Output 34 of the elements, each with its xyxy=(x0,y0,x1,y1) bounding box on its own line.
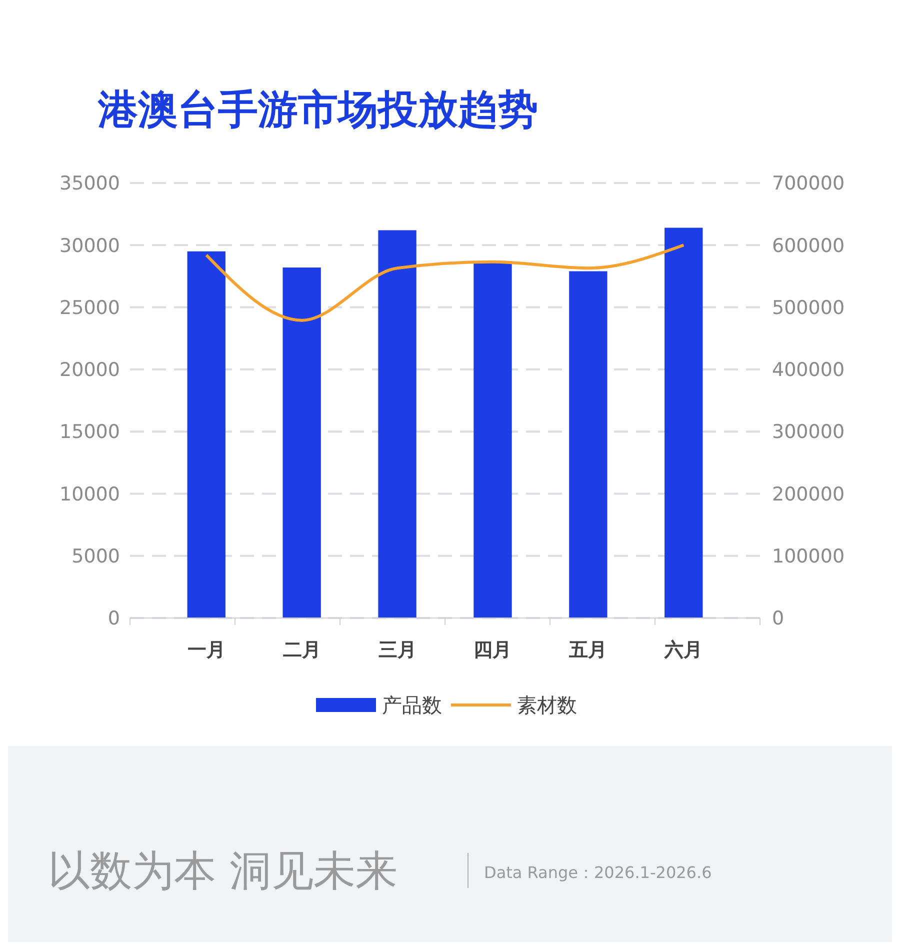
legend-label: 素材数 xyxy=(517,693,577,717)
y-tick-label: 25000 xyxy=(60,296,120,319)
x-tick-label: 一月 xyxy=(187,639,226,661)
x-tick-label: 六月 xyxy=(664,639,703,661)
x-tick-label: 二月 xyxy=(282,639,321,661)
y2-tick-label: 0 xyxy=(772,608,784,630)
x-tick-label: 五月 xyxy=(568,639,608,661)
y2-tick-label: 300000 xyxy=(772,421,845,444)
x-tick-label: 三月 xyxy=(378,639,416,661)
y2-tick-label: 500000 xyxy=(772,296,845,319)
y-tick-label: 20000 xyxy=(60,359,120,382)
y-tick-label: 0 xyxy=(108,608,120,630)
y2-tick-label: 100000 xyxy=(772,546,845,568)
bar xyxy=(282,268,321,618)
bar xyxy=(569,271,608,618)
y2-tick-label: 600000 xyxy=(772,234,845,257)
text: 以数为本 洞见未来 xyxy=(48,846,398,895)
bar xyxy=(474,261,512,618)
y-tick-label: 35000 xyxy=(60,172,120,195)
y-tick-label: 30000 xyxy=(60,234,120,257)
text: Data Range：2026.1-2026.6 xyxy=(484,863,712,882)
y2-tick-label: 400000 xyxy=(772,359,845,382)
y2-tick-label: 200000 xyxy=(772,483,845,506)
legend-label: 产品数 xyxy=(382,693,442,717)
bar xyxy=(664,228,703,618)
y2-tick-label: 700000 xyxy=(772,172,845,195)
y-tick-label: 15000 xyxy=(60,421,120,444)
line-series xyxy=(204,244,686,322)
bar xyxy=(187,251,226,618)
bar xyxy=(378,230,416,618)
chart-title: 港澳台手游市场投放趋势 xyxy=(97,87,538,133)
y-tick-label: 5000 xyxy=(72,546,120,568)
x-tick-label: 四月 xyxy=(474,639,512,661)
y-tick-label: 10000 xyxy=(60,483,120,506)
